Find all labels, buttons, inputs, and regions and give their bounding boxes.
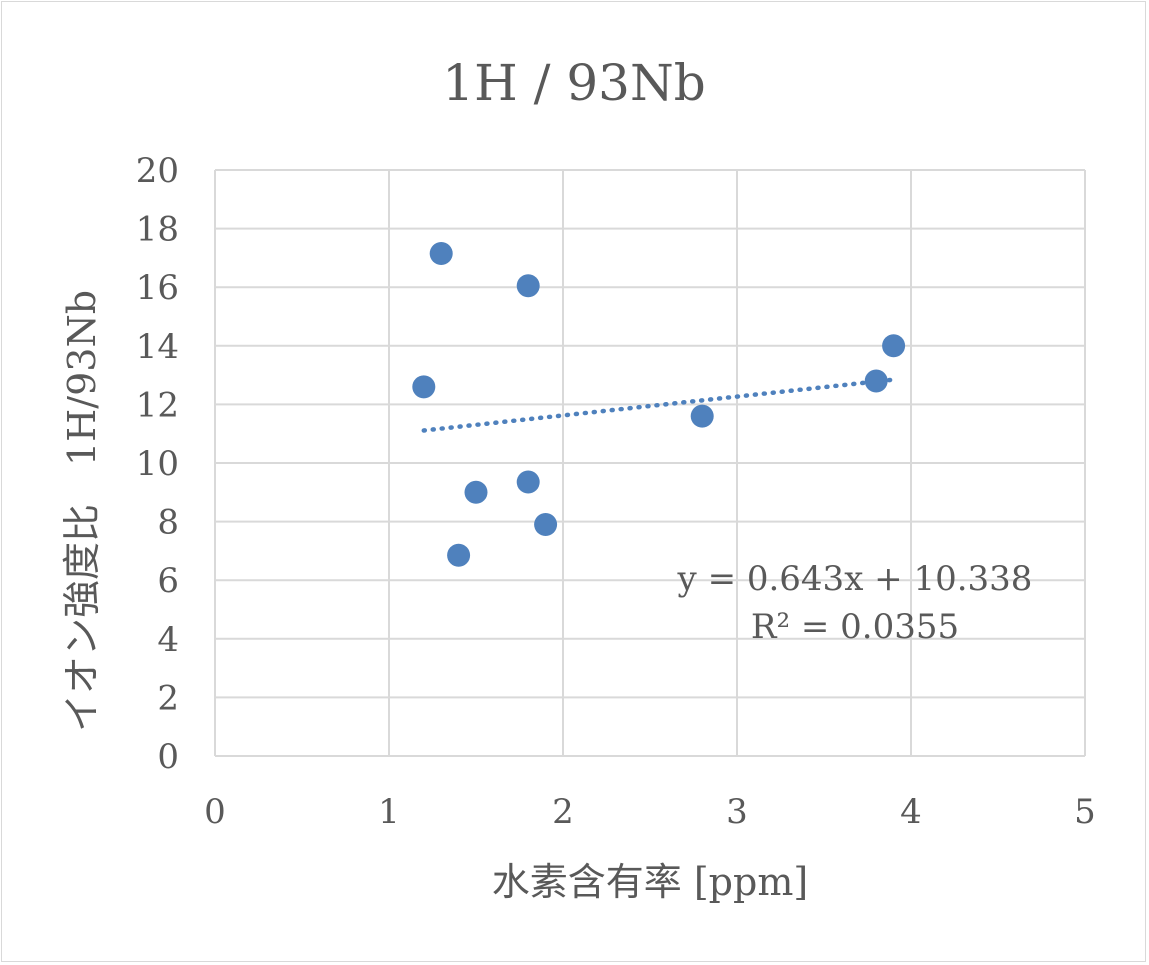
gridlines bbox=[214, 169, 1086, 757]
y-tick-label: 2 bbox=[157, 678, 179, 718]
y-tick-label: 6 bbox=[157, 561, 179, 601]
chart-title: 1H / 93Nb bbox=[442, 54, 705, 112]
data-point bbox=[864, 369, 888, 393]
x-tick-label: 1 bbox=[378, 792, 400, 832]
y-tick-label: 8 bbox=[157, 503, 179, 543]
y-tick-label: 20 bbox=[136, 151, 179, 191]
data-points bbox=[412, 242, 906, 567]
y-tick-label: 12 bbox=[136, 385, 179, 425]
x-tick-label: 4 bbox=[900, 792, 922, 832]
data-point bbox=[447, 543, 471, 567]
data-point bbox=[690, 404, 714, 428]
y-tick-label: 4 bbox=[157, 620, 179, 660]
data-point bbox=[882, 334, 906, 358]
x-axis-ticks: 0 1 2 3 4 5 bbox=[204, 792, 1096, 832]
data-point bbox=[516, 470, 540, 494]
data-point bbox=[464, 480, 488, 504]
data-point bbox=[516, 274, 540, 298]
y-axis-label: イオン強度比 1H/93Nb bbox=[60, 290, 104, 732]
trendline bbox=[421, 377, 896, 433]
y-tick-label: 14 bbox=[136, 327, 179, 367]
x-axis-label: 水素含有率 [ppm] bbox=[492, 860, 808, 904]
trendline-r2: R² = 0.0355 bbox=[751, 607, 959, 647]
x-tick-label: 5 bbox=[1074, 792, 1096, 832]
data-point bbox=[412, 375, 436, 399]
x-tick-label: 3 bbox=[726, 792, 748, 832]
y-tick-label: 18 bbox=[136, 210, 179, 250]
trendline-equation: y = 0.643x + 10.338 bbox=[677, 559, 1033, 599]
x-tick-label: 0 bbox=[204, 792, 226, 832]
x-tick-label: 2 bbox=[552, 792, 574, 832]
y-axis-ticks: 0 2 4 6 8 10 12 14 16 18 20 bbox=[136, 151, 179, 777]
data-point bbox=[534, 513, 558, 537]
y-tick-label: 10 bbox=[136, 444, 179, 484]
data-point bbox=[429, 242, 453, 266]
y-tick-label: 16 bbox=[136, 268, 179, 308]
y-tick-label: 0 bbox=[157, 737, 179, 777]
